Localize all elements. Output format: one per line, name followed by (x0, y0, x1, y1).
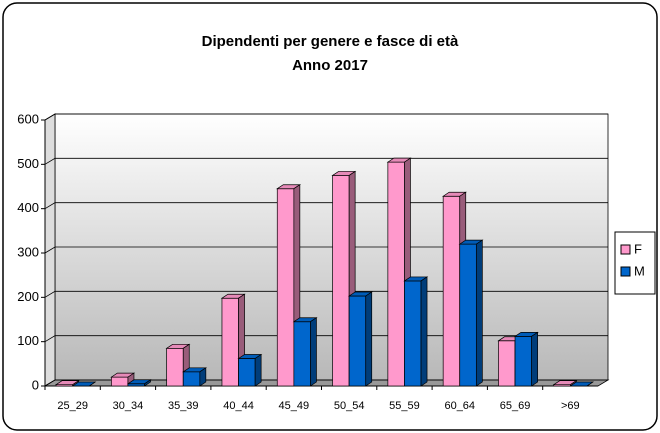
bar-front (498, 340, 516, 387)
y-tick-label: 0 (32, 377, 39, 392)
bar-front (514, 335, 532, 387)
grid-line (44, 157, 608, 165)
bar (182, 367, 207, 387)
bar-side (254, 353, 262, 387)
legend-swatch (620, 244, 631, 255)
x-tick-label: 40_44 (223, 400, 254, 412)
bar-front (238, 358, 256, 387)
bar-front (404, 280, 422, 387)
y-tick-label: 200 (17, 289, 39, 304)
bar (71, 381, 97, 387)
legend-box (614, 231, 656, 295)
chart-subtitle: Anno 2017 (292, 57, 368, 74)
bar-side (310, 317, 317, 387)
chart-title: Dipendenti per genere e fasce di età (202, 33, 459, 50)
bar-side (475, 239, 483, 387)
y-tick-label: 600 (17, 111, 39, 126)
bar (403, 276, 429, 387)
bar (513, 331, 539, 387)
grid-line (44, 113, 608, 121)
bar-side (531, 331, 538, 387)
bar-front (221, 297, 239, 387)
x-tick-label: 60_64 (444, 400, 475, 412)
bar (458, 239, 484, 387)
y-tick-label: 300 (17, 244, 39, 259)
y-tick-label: 400 (17, 200, 39, 215)
x-tick-label: 55_59 (389, 400, 420, 412)
bar-front (182, 371, 201, 387)
x-tick-label: 35_39 (168, 400, 199, 412)
bar (347, 291, 373, 387)
grid-line (44, 246, 608, 254)
x-tick-label: 45_49 (279, 400, 310, 412)
legend-label: M (634, 263, 645, 278)
x-tick-label: 25_29 (57, 400, 88, 412)
x-tick-label: 65_69 (500, 400, 531, 412)
bar-side (365, 291, 373, 387)
bar (220, 293, 246, 387)
bar-front (332, 175, 350, 387)
y-tick-label: 500 (17, 156, 39, 171)
bar-front (387, 161, 405, 387)
bar-side (199, 367, 207, 387)
bar-side (89, 381, 96, 387)
legend-swatch (620, 266, 631, 277)
bar (126, 379, 152, 387)
bar-front (293, 321, 311, 387)
y-tick-label: 100 (17, 333, 39, 348)
bar (569, 381, 595, 387)
bar-front (166, 347, 184, 387)
bar-front (442, 195, 461, 387)
bar-front (459, 243, 477, 387)
bar (292, 317, 318, 387)
grid-line (44, 202, 608, 210)
x-tick-label: 30_34 (113, 400, 144, 412)
x-tick-label: 50_54 (334, 400, 365, 412)
x-tick-label: >69 (561, 400, 580, 412)
legend-label: F (634, 241, 642, 256)
bar-front (348, 295, 367, 387)
bar-side (144, 379, 151, 387)
bar-side (586, 381, 594, 387)
bar-side (420, 276, 428, 387)
bar (237, 353, 263, 387)
bar-front (276, 188, 295, 387)
bar-front (111, 376, 129, 387)
bar (54, 380, 80, 387)
